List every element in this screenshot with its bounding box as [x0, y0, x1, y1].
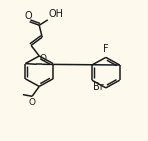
- Text: F: F: [103, 44, 109, 54]
- Text: O: O: [29, 98, 36, 107]
- Text: Br: Br: [93, 82, 104, 92]
- Text: OH: OH: [48, 9, 63, 19]
- Text: O: O: [24, 11, 32, 21]
- Text: O: O: [39, 54, 46, 63]
